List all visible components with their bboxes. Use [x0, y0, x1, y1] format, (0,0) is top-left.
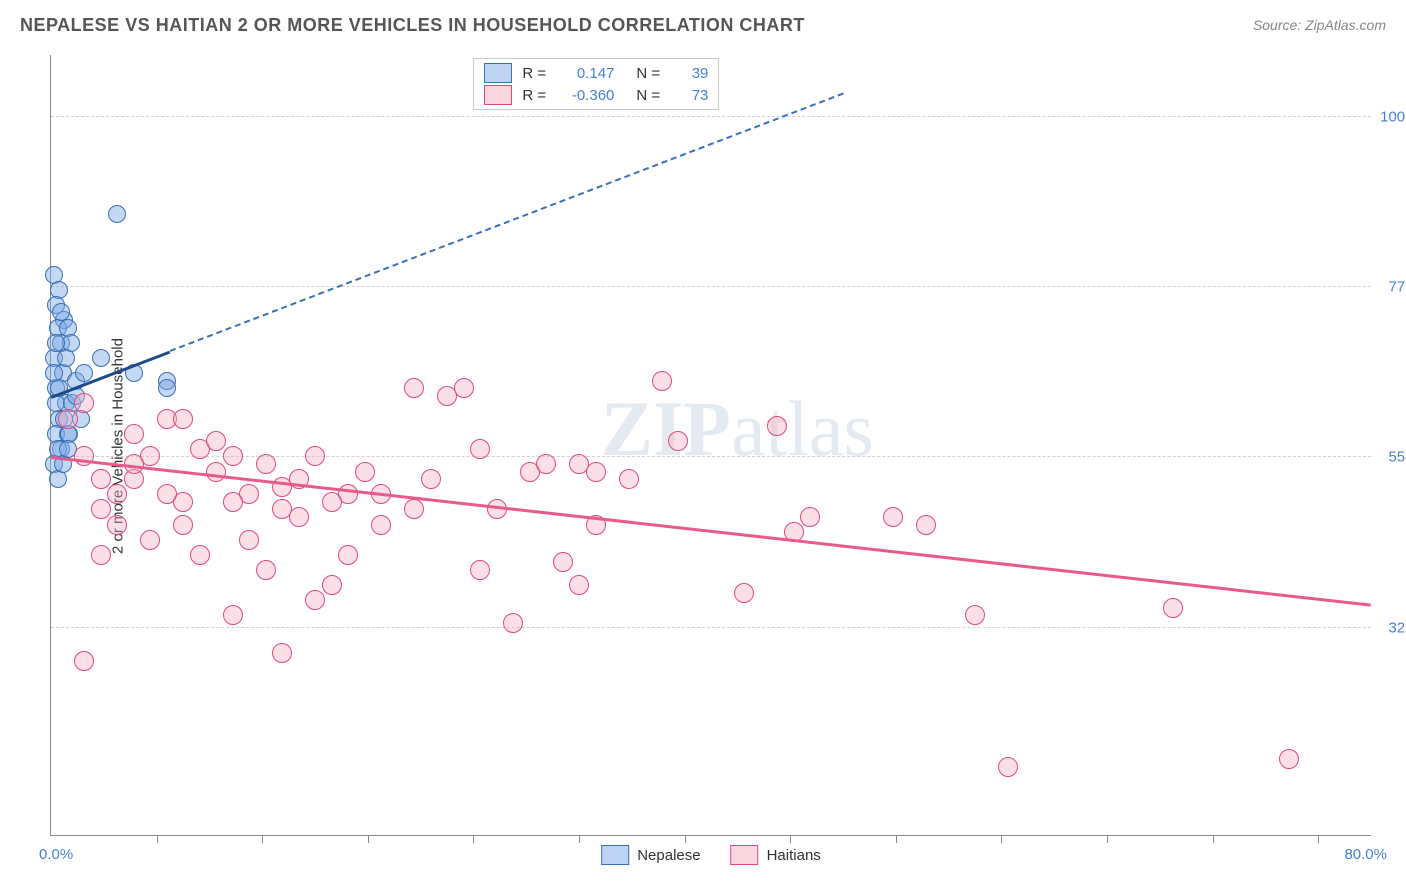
x-tick [896, 835, 897, 843]
y-tick-label: 77.5% [1388, 278, 1406, 295]
correlation-row: R = 0.147 N = 39 [484, 62, 708, 84]
chart-source: Source: ZipAtlas.com [1253, 17, 1386, 33]
trend-line-dashed [169, 93, 843, 352]
x-tick [1213, 835, 1214, 843]
n-value: 39 [678, 65, 708, 82]
x-tick [790, 835, 791, 843]
series-legend: Nepalese Haitians [601, 845, 821, 865]
scatter-chart: ZIPatlas 32.5%55.0%77.5%100.0% 0.0% 80.0… [50, 55, 1371, 836]
x-tick [685, 835, 686, 843]
n-value: 73 [678, 87, 708, 104]
x-tick [1318, 835, 1319, 843]
x-tick [1107, 835, 1108, 843]
legend-item-nepalese: Nepalese [601, 845, 700, 865]
y-tick-label: 100.0% [1380, 108, 1406, 125]
legend-label: Nepalese [637, 847, 700, 864]
x-tick [368, 835, 369, 843]
r-label: R = [522, 65, 554, 82]
legend-label: Haitians [767, 847, 821, 864]
x-axis-max-label: 80.0% [1344, 846, 1387, 863]
swatch-pink-icon [731, 845, 759, 865]
trend-line [51, 456, 1371, 606]
x-tick [157, 835, 158, 843]
y-tick-label: 55.0% [1388, 449, 1406, 466]
x-axis-min-label: 0.0% [39, 846, 73, 863]
y-tick-label: 32.5% [1388, 619, 1406, 636]
r-label: R = [522, 87, 554, 104]
r-value: 0.147 [564, 65, 614, 82]
legend-item-haitians: Haitians [731, 845, 821, 865]
chart-header: NEPALESE VS HAITIAN 2 OR MORE VEHICLES I… [0, 0, 1406, 50]
chart-title: NEPALESE VS HAITIAN 2 OR MORE VEHICLES I… [20, 15, 805, 36]
x-tick [579, 835, 580, 843]
correlation-row: R = -0.360 N = 73 [484, 84, 708, 106]
swatch-blue-icon [601, 845, 629, 865]
x-tick [1001, 835, 1002, 843]
x-tick [473, 835, 474, 843]
r-value: -0.360 [564, 87, 614, 104]
swatch-blue-icon [484, 63, 512, 83]
trend-line [51, 350, 171, 398]
x-tick [262, 835, 263, 843]
correlation-legend: R = 0.147 N = 39 R = -0.360 N = 73 [473, 58, 719, 110]
n-label: N = [636, 87, 668, 104]
swatch-pink-icon [484, 85, 512, 105]
n-label: N = [636, 65, 668, 82]
